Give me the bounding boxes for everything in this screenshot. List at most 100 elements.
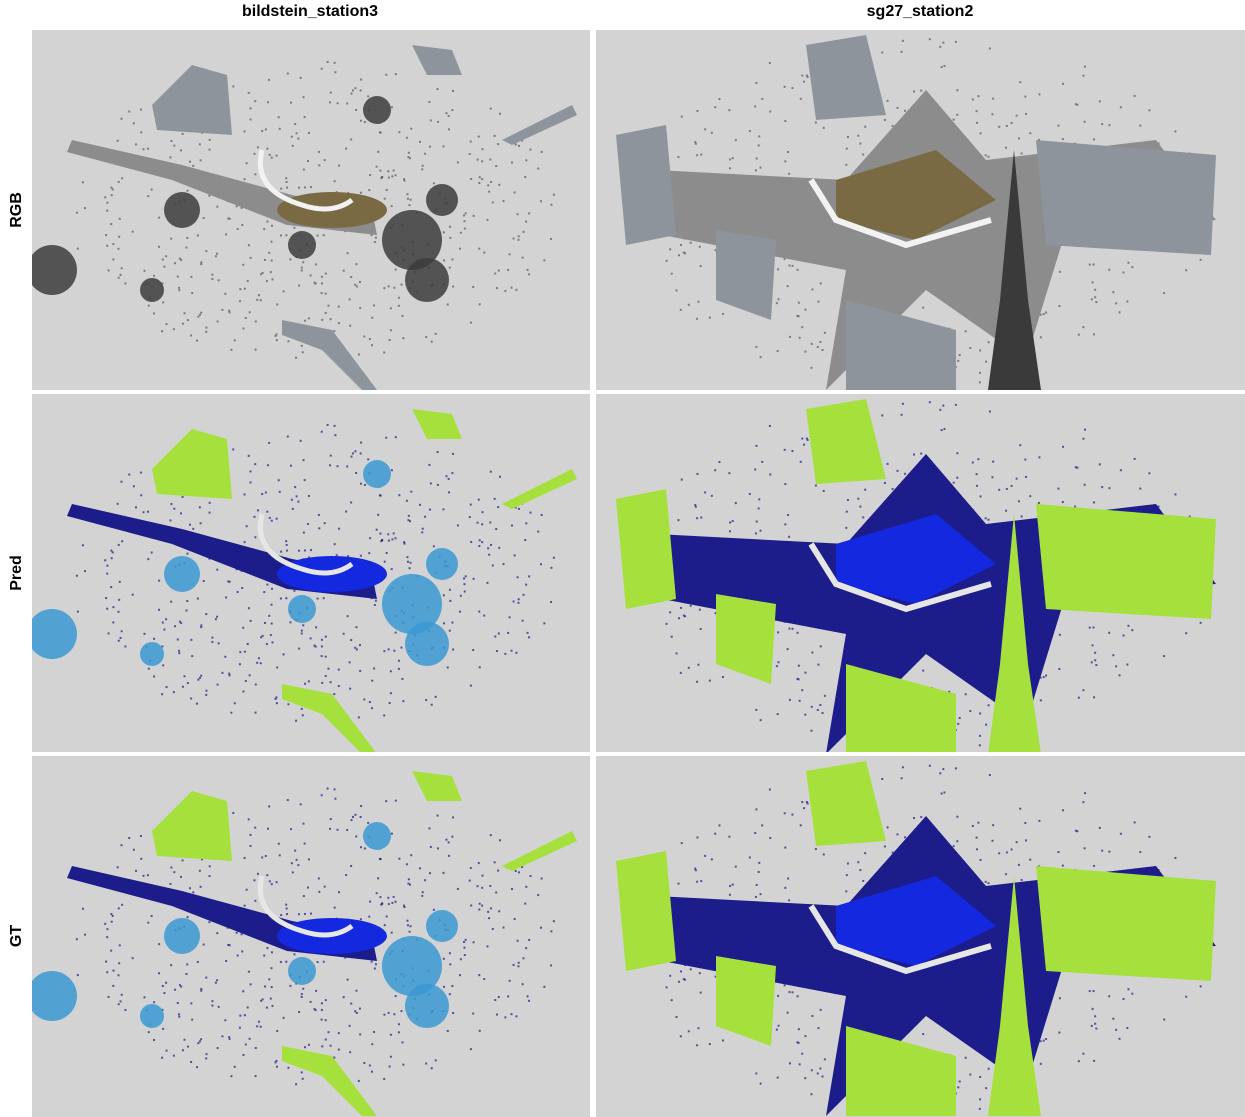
point — [735, 866, 737, 868]
point — [246, 162, 248, 164]
point — [330, 1045, 332, 1047]
point — [498, 184, 500, 186]
point — [1139, 851, 1141, 853]
point — [680, 1035, 682, 1037]
point — [443, 145, 445, 147]
point — [257, 146, 259, 148]
point — [913, 91, 915, 93]
point — [777, 350, 779, 352]
point — [135, 143, 137, 145]
point — [857, 861, 859, 863]
point — [241, 950, 243, 952]
point — [200, 261, 202, 263]
point — [957, 1086, 959, 1088]
point — [1108, 632, 1110, 634]
point — [1185, 996, 1187, 998]
point — [285, 597, 287, 599]
point — [200, 159, 202, 161]
point — [410, 854, 412, 856]
point — [758, 507, 760, 509]
point — [800, 461, 802, 463]
point — [158, 246, 160, 248]
point — [953, 482, 955, 484]
point — [991, 840, 993, 842]
point — [395, 174, 397, 176]
point — [959, 1081, 961, 1083]
point — [278, 479, 280, 481]
point — [457, 888, 459, 890]
point — [448, 115, 450, 117]
point — [278, 116, 280, 118]
point — [333, 330, 335, 332]
point — [308, 680, 310, 682]
point — [976, 110, 978, 112]
point — [242, 990, 244, 992]
point — [287, 340, 289, 342]
point — [228, 1038, 230, 1040]
point — [477, 522, 479, 524]
point — [513, 964, 515, 966]
point — [371, 1043, 373, 1045]
point — [266, 874, 268, 876]
point — [1062, 446, 1064, 448]
point — [112, 243, 114, 245]
point — [819, 341, 821, 343]
point — [1025, 839, 1027, 841]
point — [191, 1019, 193, 1021]
point — [709, 317, 711, 319]
point — [859, 506, 861, 508]
point — [847, 863, 849, 865]
point — [972, 98, 974, 100]
point — [445, 839, 447, 841]
point — [470, 685, 472, 687]
point — [260, 1026, 262, 1028]
point — [778, 661, 780, 663]
point — [823, 490, 825, 492]
point — [507, 632, 509, 634]
point — [349, 688, 351, 690]
point — [1038, 456, 1040, 458]
point — [244, 905, 246, 907]
point — [824, 332, 826, 334]
point — [479, 303, 481, 305]
point — [262, 998, 264, 1000]
point — [408, 152, 410, 154]
point — [684, 615, 686, 617]
point — [250, 481, 252, 483]
point — [709, 680, 711, 682]
point — [815, 848, 817, 850]
figure: bildstein_station3 sg27_station2 RGB Pre… — [0, 0, 1245, 1117]
point — [132, 594, 134, 596]
point — [666, 986, 668, 988]
point — [680, 607, 682, 609]
point — [690, 968, 692, 970]
point — [778, 298, 780, 300]
point — [965, 330, 967, 332]
point — [227, 580, 229, 582]
point — [472, 286, 474, 288]
point — [187, 1046, 189, 1048]
point — [424, 879, 426, 881]
point — [777, 995, 779, 997]
point — [477, 159, 479, 161]
point — [481, 887, 483, 889]
point — [401, 1041, 403, 1043]
point — [811, 652, 813, 654]
point — [1018, 864, 1020, 866]
point — [1139, 125, 1141, 127]
point — [515, 1015, 517, 1017]
point — [487, 547, 489, 549]
point — [1123, 271, 1125, 273]
point — [186, 600, 188, 602]
point — [811, 1069, 813, 1071]
point — [437, 815, 439, 817]
point — [298, 648, 300, 650]
point — [965, 693, 967, 695]
point — [699, 972, 701, 974]
point — [985, 154, 987, 156]
point — [920, 90, 922, 92]
point — [393, 287, 395, 289]
point — [227, 217, 229, 219]
point — [190, 276, 192, 278]
point — [1062, 865, 1064, 867]
